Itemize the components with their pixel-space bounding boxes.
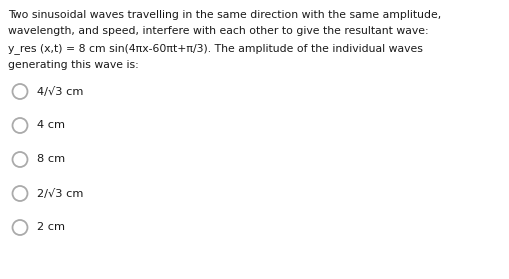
Text: y_res (x,t) = 8 cm sin(4πx-60πt+π/3). The amplitude of the individual waves: y_res (x,t) = 8 cm sin(4πx-60πt+π/3). Th…: [8, 43, 422, 54]
Text: 4 cm: 4 cm: [37, 121, 65, 131]
Text: generating this wave is:: generating this wave is:: [8, 59, 138, 69]
Text: 8 cm: 8 cm: [37, 155, 65, 165]
Text: Two sinusoidal waves travelling in the same direction with the same amplitude,: Two sinusoidal waves travelling in the s…: [8, 10, 440, 20]
Text: 4/√3 cm: 4/√3 cm: [37, 86, 83, 97]
Text: wavelength, and speed, interfere with each other to give the resultant wave:: wavelength, and speed, interfere with ea…: [8, 27, 428, 37]
Text: 2 cm: 2 cm: [37, 222, 65, 232]
Text: 2/√3 cm: 2/√3 cm: [37, 189, 83, 198]
